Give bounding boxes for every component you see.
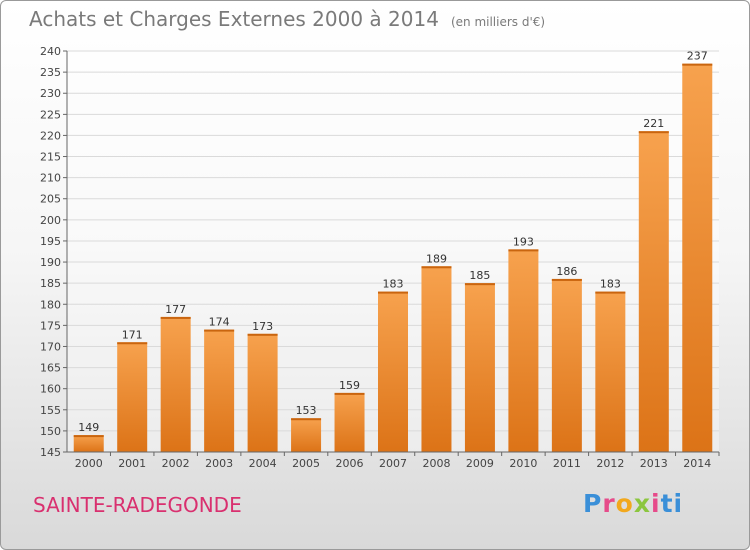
- x-tick-label: 2001: [118, 457, 146, 470]
- bar-top-edge: [117, 342, 148, 345]
- bar-top-edge: [247, 333, 278, 336]
- y-tick-label: 200: [40, 214, 61, 227]
- chart-title: Achats et Charges Externes 2000 à 2014 (e…: [29, 7, 545, 31]
- data-label: 221: [643, 117, 664, 130]
- bar-top-edge: [508, 249, 539, 252]
- data-label: 153: [296, 404, 317, 417]
- y-tick-label: 180: [40, 298, 61, 311]
- y-tick-label: 210: [40, 172, 61, 185]
- y-tick-label: 230: [40, 87, 61, 100]
- bar: [378, 291, 408, 452]
- bars: 149 171 177 174 173 153 159 183 189 185 193 186 183 2…: [73, 50, 713, 453]
- x-axis: 2000 2001 2002 2003 2004 2005 2006 2007 2008 2009…: [67, 451, 720, 470]
- x-tick-label: 2004: [249, 457, 277, 470]
- proxiti-logo: Proxiti: [583, 489, 683, 518]
- bar-top-edge: [421, 266, 452, 269]
- bar: [638, 131, 669, 452]
- bar: [595, 291, 626, 452]
- bar: [682, 63, 713, 453]
- logo-letter: r: [602, 489, 616, 518]
- y-tick-label: 175: [40, 319, 61, 332]
- y-tick-label: 165: [40, 362, 61, 375]
- x-tick-label: 2009: [466, 457, 494, 470]
- y-tick-label: 145: [40, 446, 61, 459]
- data-label: 174: [209, 316, 230, 329]
- bar-top-edge: [160, 316, 191, 319]
- x-tick-label: 2006: [336, 457, 364, 470]
- x-tick-label: 2008: [422, 457, 450, 470]
- title-text: Achats et Charges Externes 2000 à 2014: [29, 7, 439, 31]
- y-tick-label: 215: [40, 151, 61, 164]
- data-label: 159: [339, 379, 360, 392]
- bar-top-edge: [638, 131, 669, 134]
- bar-top-edge: [378, 291, 408, 294]
- logo-letter: ti: [660, 489, 684, 518]
- data-label: 173: [252, 320, 273, 333]
- chart-subtitle: (en milliers d'€): [450, 15, 546, 29]
- logo-letter: o: [615, 489, 634, 518]
- y-tick-label: 195: [40, 235, 61, 248]
- data-label: 177: [165, 303, 186, 316]
- y-axis: 145 150 155 160 165 170 175 180 185 190 195 200 205 2…: [40, 45, 68, 459]
- bar: [117, 342, 148, 452]
- y-tick-label: 170: [40, 340, 61, 353]
- bar: [291, 418, 322, 452]
- x-tick-label: 2000: [75, 457, 103, 470]
- y-tick-label: 205: [40, 193, 61, 206]
- y-tick-label: 155: [40, 404, 61, 417]
- logo-letter: i: [651, 489, 661, 518]
- bar-top-edge: [595, 291, 626, 294]
- place-name: SAINTE-RADEGONDE: [33, 493, 242, 517]
- data-label: 149: [78, 421, 99, 434]
- bar: [464, 283, 495, 452]
- x-tick-label: 2014: [683, 457, 711, 470]
- logo-letter: P: [583, 489, 603, 518]
- x-tick-label: 2012: [596, 457, 624, 470]
- data-label: 189: [426, 252, 447, 265]
- x-tick-label: 2013: [640, 457, 668, 470]
- data-label: 183: [383, 278, 404, 291]
- data-label: 185: [469, 269, 490, 282]
- data-label: 186: [556, 265, 577, 278]
- x-tick-label: 2005: [292, 457, 320, 470]
- x-tick-label: 2011: [553, 457, 581, 470]
- y-tick-label: 225: [40, 108, 61, 121]
- bar-top-edge: [291, 418, 322, 421]
- data-label: 171: [122, 328, 143, 341]
- data-label: 237: [687, 50, 708, 63]
- y-tick-label: 220: [40, 129, 61, 142]
- bar-top-edge: [73, 435, 104, 438]
- bar: [421, 266, 452, 452]
- logo-letter: x: [633, 489, 651, 518]
- bar: [551, 278, 582, 452]
- x-tick-label: 2002: [162, 457, 190, 470]
- bar: [508, 249, 539, 452]
- x-tick-label: 2010: [509, 457, 537, 470]
- y-tick-label: 185: [40, 277, 61, 290]
- data-label: 193: [513, 235, 534, 248]
- bar-top-edge: [334, 392, 365, 395]
- x-tick-label: 2007: [379, 457, 407, 470]
- bar-top-edge: [551, 278, 582, 281]
- bar: [160, 316, 191, 452]
- bar: [73, 435, 104, 452]
- bar: [247, 333, 278, 452]
- bar: [204, 329, 235, 452]
- data-label: 183: [600, 278, 621, 291]
- y-tick-label: 235: [40, 66, 61, 79]
- bar: [334, 392, 365, 452]
- x-tick-label: 2003: [205, 457, 233, 470]
- y-tick-label: 160: [40, 383, 61, 396]
- bar-top-edge: [682, 63, 713, 66]
- y-tick-label: 150: [40, 425, 61, 438]
- bar-top-edge: [204, 329, 235, 332]
- y-tick-label: 190: [40, 256, 61, 269]
- bar-top-edge: [464, 283, 495, 286]
- y-tick-label: 240: [40, 45, 61, 58]
